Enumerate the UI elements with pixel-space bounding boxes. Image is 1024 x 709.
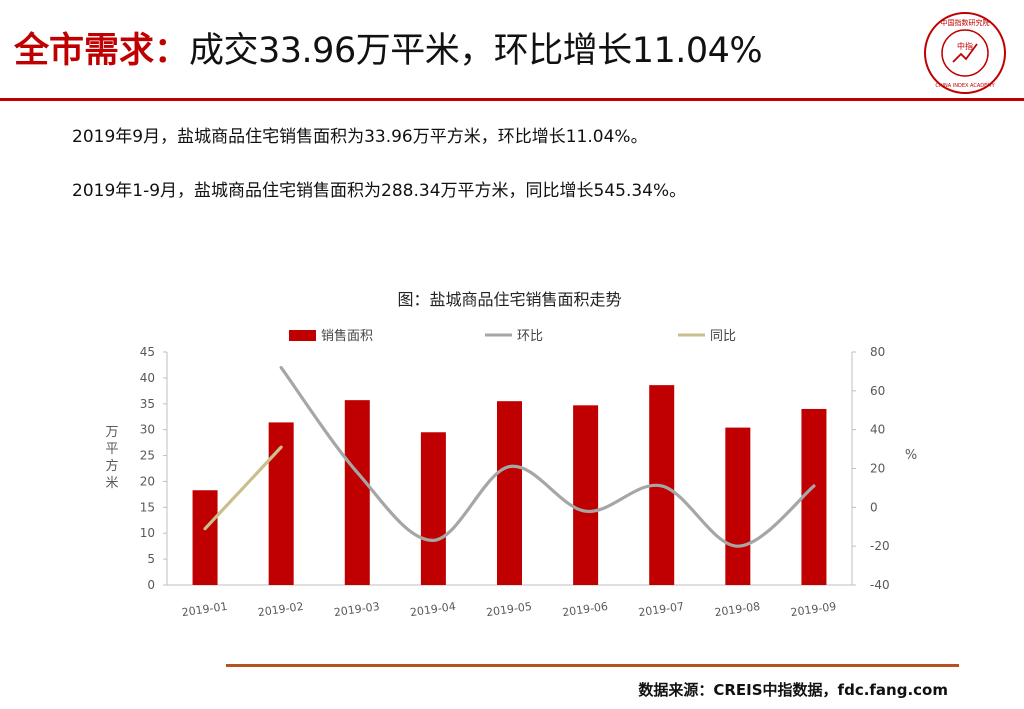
bar-sales-area <box>344 400 370 585</box>
right-axis-tick-label: -20 <box>870 539 890 553</box>
page-title-accent: 全市需求： <box>14 31 190 71</box>
x-axis-tick-label: 2019-05 <box>485 600 532 619</box>
summary-line-ytd: 2019年1-9月，盐城商品住宅销售面积为288.34万平方米，同比增长545.… <box>72 181 687 201</box>
bar-sales-area <box>268 422 294 585</box>
right-axis-tick-label: 0 <box>870 500 878 514</box>
left-axis-tick-label: 20 <box>140 474 155 488</box>
x-axis-tick-label: 2019-08 <box>714 600 761 619</box>
line-series-mom <box>279 365 816 548</box>
left-axis-tick-label: 25 <box>140 449 155 463</box>
right-axis-tick-label: 40 <box>870 423 885 437</box>
right-axis-tick-label: -40 <box>870 578 890 592</box>
line-series-yoy <box>203 445 283 531</box>
bar-sales-area <box>420 432 446 585</box>
bar-sales-area <box>192 490 218 585</box>
right-axis-tick-label: 20 <box>870 462 885 476</box>
x-axis-tick-label: 2019-02 <box>257 600 304 619</box>
data-source: 数据来源：CREIS中指数据，fdc.fang.com <box>638 681 948 699</box>
right-axis-label: % <box>905 448 917 463</box>
logo-center-text: 中指 <box>957 41 973 51</box>
x-axis-tick-label: 2019-09 <box>790 600 837 619</box>
summary-line-month: 2019年9月，盐城商品住宅销售面积为33.96万平方米，环比增长11.04%。 <box>72 127 648 147</box>
right-axis-tick-label: 60 <box>870 384 885 398</box>
chart-title: 图：盐城商品住宅销售面积走势 <box>397 290 621 309</box>
x-axis-tick-label: 2019-04 <box>409 600 456 619</box>
left-axis-tick-label: 15 <box>140 500 155 514</box>
left-axis-tick-label: 45 <box>140 345 155 359</box>
left-axis-tick-label: 0 <box>147 578 155 592</box>
header-divider <box>0 98 1024 101</box>
bar-sales-area <box>801 408 827 585</box>
left-axis-tick-label: 5 <box>147 552 155 566</box>
legend-label-mom: 环比 <box>517 329 543 344</box>
right-axis-tick-label: 80 <box>870 345 885 359</box>
left-axis-tick-label: 40 <box>140 371 155 385</box>
page-title-text: 成交33.96万平米，环比增长11.04% <box>189 31 763 71</box>
legend-label-yoy: 同比 <box>710 329 736 344</box>
china-index-academy-logo: 中国指数研究院 CHINA INDEX ACADEMY 中指 <box>924 12 1006 94</box>
x-axis-tick-label: 2019-03 <box>333 600 380 619</box>
footer-divider <box>226 664 959 667</box>
left-axis-tick-label: 30 <box>140 423 155 437</box>
bar-sales-area <box>573 405 599 585</box>
page-title: 全市需求：成交33.96万平米，环比增长11.04% <box>14 22 763 80</box>
logo-text-top: 中国指数研究院 <box>941 18 990 27</box>
x-axis-tick-label: 2019-07 <box>638 600 685 619</box>
legend-label-sales-area: 销售面积 <box>321 328 373 344</box>
x-axis-tick-label: 2019-06 <box>561 600 608 619</box>
left-axis-tick-label: 35 <box>140 397 155 411</box>
left-axis-tick-label: 10 <box>140 526 155 540</box>
logo-text-bottom: CHINA INDEX ACADEMY <box>935 83 995 89</box>
legend-swatch-sales-area <box>289 330 316 341</box>
left-axis-label: 万平方米 <box>105 425 118 491</box>
bar-sales-area <box>497 401 522 585</box>
x-axis-tick-label: 2019-01 <box>181 600 228 619</box>
bar-sales-area <box>725 427 751 585</box>
